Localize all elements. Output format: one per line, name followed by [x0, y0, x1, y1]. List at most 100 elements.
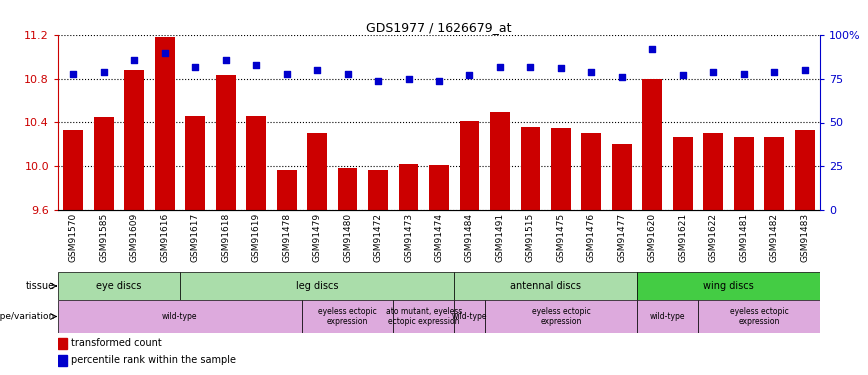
Text: GSM91515: GSM91515	[526, 213, 535, 262]
Point	[219, 57, 233, 63]
Bar	[368, 170, 388, 210]
Bar	[637, 272, 820, 300]
Text: GSM91481: GSM91481	[740, 213, 748, 262]
Point	[340, 70, 354, 76]
Bar	[795, 130, 815, 210]
Bar	[484, 300, 637, 333]
Text: GSM91620: GSM91620	[648, 213, 657, 262]
Bar	[58, 272, 180, 300]
Point	[432, 78, 446, 84]
Text: percentile rank within the sample: percentile rank within the sample	[71, 355, 236, 365]
Point	[767, 69, 781, 75]
Bar	[180, 272, 454, 300]
Point	[493, 63, 507, 69]
Bar	[637, 300, 698, 333]
Point	[249, 62, 263, 68]
Bar	[459, 122, 479, 210]
Text: ato mutant, eyeless
ectopic expression: ato mutant, eyeless ectopic expression	[385, 307, 462, 326]
Bar	[734, 137, 753, 210]
Bar	[124, 70, 144, 210]
Text: eyeless ectopic
expression: eyeless ectopic expression	[319, 307, 377, 326]
Text: GSM91617: GSM91617	[191, 213, 200, 262]
Bar	[703, 134, 723, 210]
Text: GSM91480: GSM91480	[343, 213, 352, 262]
Text: eyeless ectopic
expression: eyeless ectopic expression	[730, 307, 788, 326]
Text: leg discs: leg discs	[296, 281, 339, 291]
Bar	[58, 355, 67, 366]
Point	[66, 70, 80, 76]
Bar	[63, 130, 83, 210]
Bar	[490, 111, 510, 210]
Point	[646, 46, 660, 52]
Text: wild-type: wild-type	[650, 312, 686, 321]
Point	[707, 69, 720, 75]
Bar	[277, 170, 297, 210]
Point	[310, 67, 324, 73]
Point	[402, 76, 416, 82]
Bar	[765, 137, 784, 210]
Text: GSM91616: GSM91616	[161, 213, 169, 262]
Bar	[247, 116, 266, 210]
Point	[372, 78, 385, 84]
Text: GSM91472: GSM91472	[373, 213, 383, 262]
Bar	[185, 116, 205, 210]
Text: GSM91482: GSM91482	[770, 213, 779, 262]
Text: genotype/variation: genotype/variation	[0, 312, 55, 321]
Point	[96, 69, 110, 75]
Text: GSM91476: GSM91476	[587, 213, 596, 262]
Point	[463, 72, 477, 78]
Text: GSM91622: GSM91622	[709, 213, 718, 262]
Text: GSM91585: GSM91585	[99, 213, 108, 262]
Bar	[94, 117, 114, 210]
Point	[676, 72, 690, 78]
Bar	[155, 37, 174, 210]
Text: GSM91491: GSM91491	[496, 213, 504, 262]
Text: tissue: tissue	[26, 281, 55, 291]
Text: GSM91483: GSM91483	[800, 213, 809, 262]
Text: GSM91479: GSM91479	[312, 213, 321, 262]
Bar	[454, 272, 637, 300]
Text: antennal discs: antennal discs	[510, 281, 582, 291]
Bar	[58, 338, 67, 349]
Text: GSM91570: GSM91570	[69, 213, 78, 262]
Bar	[393, 300, 454, 333]
Point	[615, 74, 628, 80]
Text: wild-type: wild-type	[451, 312, 487, 321]
Bar	[551, 128, 571, 210]
Bar	[216, 75, 235, 210]
Text: transformed count: transformed count	[71, 338, 162, 348]
Bar	[398, 164, 418, 210]
Bar	[302, 300, 393, 333]
Title: GDS1977 / 1626679_at: GDS1977 / 1626679_at	[366, 21, 512, 34]
Bar	[454, 300, 484, 333]
Text: GSM91474: GSM91474	[435, 213, 444, 262]
Text: GSM91473: GSM91473	[404, 213, 413, 262]
Bar	[338, 168, 358, 210]
Text: GSM91618: GSM91618	[221, 213, 230, 262]
Point	[737, 70, 751, 76]
Bar	[642, 79, 662, 210]
Text: eyeless ectopic
expression: eyeless ectopic expression	[531, 307, 590, 326]
Bar	[698, 300, 820, 333]
Text: GSM91477: GSM91477	[617, 213, 627, 262]
Point	[798, 67, 812, 73]
Text: GSM91621: GSM91621	[678, 213, 687, 262]
Point	[188, 63, 202, 69]
Point	[554, 65, 568, 71]
Text: GSM91609: GSM91609	[129, 213, 139, 262]
Point	[158, 50, 172, 55]
Bar	[307, 134, 327, 210]
Point	[128, 57, 141, 63]
Text: GSM91475: GSM91475	[556, 213, 565, 262]
Text: wild-type: wild-type	[162, 312, 198, 321]
Bar	[582, 134, 602, 210]
Point	[523, 63, 537, 69]
Bar	[429, 165, 449, 210]
Text: eye discs: eye discs	[96, 281, 141, 291]
Text: GSM91484: GSM91484	[465, 213, 474, 262]
Point	[584, 69, 598, 75]
Text: wing discs: wing discs	[703, 281, 754, 291]
Bar	[521, 127, 541, 210]
Point	[279, 70, 293, 76]
Text: GSM91619: GSM91619	[252, 213, 260, 262]
